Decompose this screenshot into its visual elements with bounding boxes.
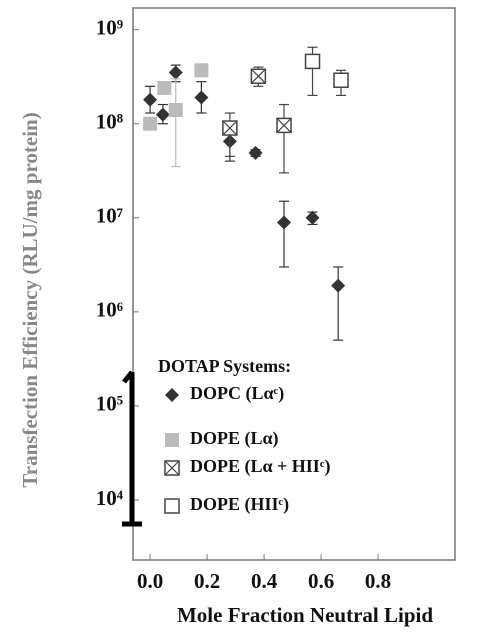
legend-bracket	[122, 370, 142, 527]
marker	[164, 460, 180, 476]
marker	[168, 65, 183, 80]
legend-title: DOTAP Systems:	[158, 356, 291, 376]
legend-label: DOPE (Lα + HIIᶜ)	[190, 456, 330, 477]
marker	[157, 80, 172, 95]
x-tick-label: 0.2	[194, 569, 220, 593]
marker-box	[304, 53, 321, 70]
marker-cross	[222, 120, 238, 136]
error-bar	[333, 266, 344, 341]
legend-label: DOPE (HIIᶜ)	[190, 494, 289, 515]
y-tick-label: 10⁵	[96, 392, 123, 416]
marker	[331, 278, 346, 293]
marker	[194, 90, 209, 105]
marker	[222, 120, 238, 136]
marker	[164, 498, 180, 514]
marker	[165, 433, 179, 447]
y-tick-label: 10⁷	[96, 204, 123, 228]
marker	[155, 107, 170, 122]
marker-cross	[250, 68, 266, 84]
x-axis-title: Mole Fraction Neutral Lipid	[177, 603, 433, 627]
marker	[276, 117, 292, 134]
y-axis-title: Transfection Efficiency (RLU/mg protein)	[18, 112, 42, 487]
marker	[250, 68, 267, 84]
y-tick-label: 10⁶	[96, 298, 123, 322]
legend-label: DOPE (Lα)	[190, 428, 279, 449]
y-tick-label: 10⁴	[96, 486, 124, 510]
marker	[305, 210, 320, 225]
marker	[165, 388, 179, 402]
marker	[168, 102, 183, 117]
marker-cross	[276, 117, 292, 133]
error-bar	[170, 78, 181, 168]
marker-box	[333, 72, 349, 88]
legend-label: DOPC (Lαᶜ)	[190, 383, 284, 404]
x-tick-label: 0.4	[251, 569, 278, 593]
marker	[248, 145, 263, 160]
marker	[194, 63, 209, 78]
marker	[143, 92, 158, 107]
y-tick-label: 10⁸	[96, 110, 123, 134]
y-tick-label: 10⁹	[96, 15, 123, 39]
error-bar	[279, 103, 290, 174]
marker-cross	[164, 460, 180, 476]
x-tick-label: 0.6	[308, 569, 334, 593]
legend-box	[140, 350, 410, 535]
marker-box	[164, 498, 180, 514]
x-tick-label: 0.0	[137, 569, 163, 593]
plot-frame	[132, 7, 456, 561]
marker	[277, 215, 292, 230]
marker	[143, 116, 158, 131]
marker	[304, 53, 321, 70]
marker	[333, 72, 349, 88]
x-tick-label: 0.8	[365, 569, 391, 593]
error-bar	[279, 200, 290, 268]
